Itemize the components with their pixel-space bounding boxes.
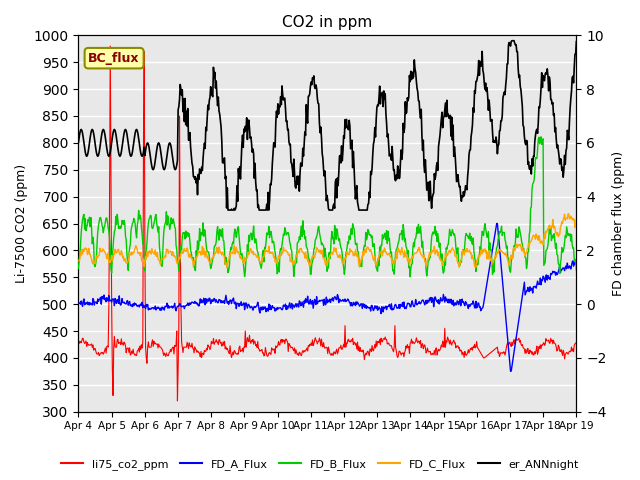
Title: CO2 in ppm: CO2 in ppm [282, 15, 372, 30]
Y-axis label: FD chamber flux (ppm): FD chamber flux (ppm) [612, 151, 625, 296]
Y-axis label: Li-7500 CO2 (ppm): Li-7500 CO2 (ppm) [15, 164, 28, 283]
Legend: li75_co2_ppm, FD_A_Flux, FD_B_Flux, FD_C_Flux, er_ANNnight: li75_co2_ppm, FD_A_Flux, FD_B_Flux, FD_C… [56, 455, 584, 474]
Text: BC_flux: BC_flux [88, 52, 140, 65]
